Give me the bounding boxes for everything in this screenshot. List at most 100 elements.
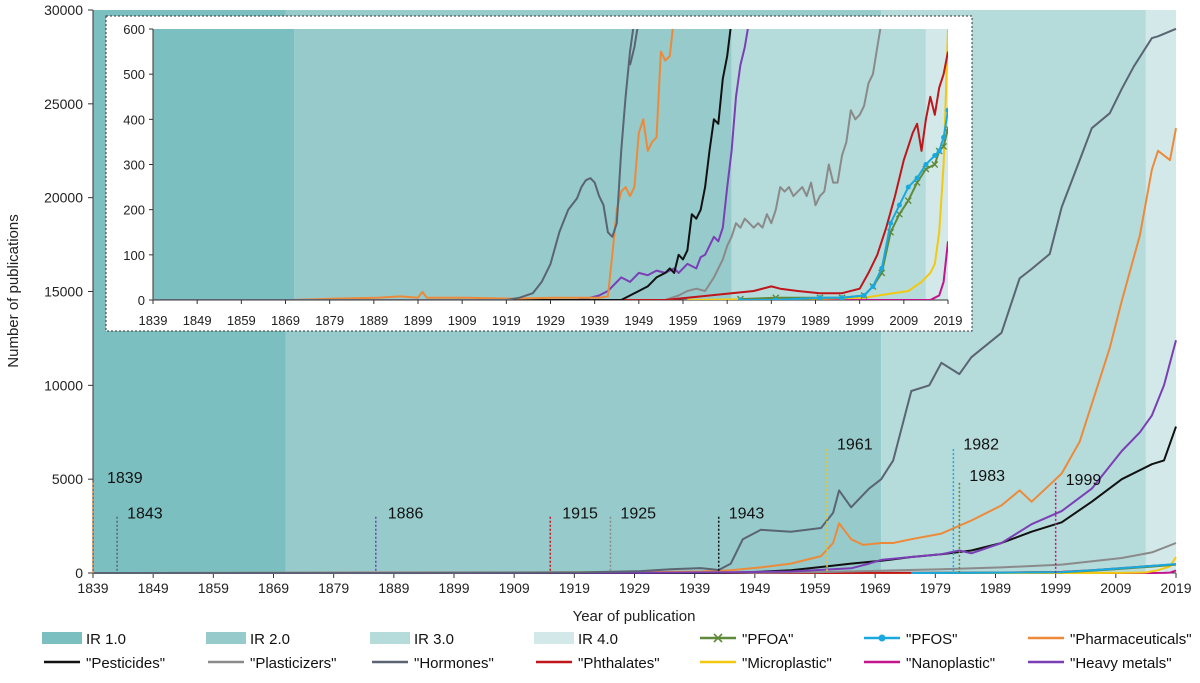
legend-swatch-ir1 xyxy=(42,632,82,644)
legend-item-phthalates: "Phthalates" xyxy=(536,655,660,672)
inset-marker-pfos xyxy=(932,152,938,158)
legend-item-nanoplastic: "Nanoplastic" xyxy=(864,655,995,672)
legend-label: "PFOA" xyxy=(742,631,794,648)
x-tick-label: 1949 xyxy=(739,580,770,596)
legend-label: "Microplastic" xyxy=(742,655,832,672)
era-band-ir4 xyxy=(1145,10,1176,573)
legend-item-microplastic: "Microplastic" xyxy=(700,655,832,672)
annotation-year-1961: 1961 xyxy=(837,436,873,453)
legend-marker-dot xyxy=(878,634,886,642)
inset-x-tick-label: 1979 xyxy=(757,313,786,328)
x-tick-label: 1879 xyxy=(318,580,349,596)
legend-label: "PFOS" xyxy=(906,631,958,648)
legend-label: "Phthalates" xyxy=(578,655,660,672)
legend-label: "Plasticizers" xyxy=(250,655,337,672)
legend-item-ir4: IR 4.0 xyxy=(534,631,618,648)
annotation-year-1983: 1983 xyxy=(969,468,1005,485)
y-tick-label: 15000 xyxy=(44,284,83,300)
annotation-year-1839: 1839 xyxy=(107,470,143,487)
annotation-year-1943: 1943 xyxy=(729,506,765,523)
inset-marker-pfos xyxy=(923,162,929,167)
legend-label: "Pesticides" xyxy=(86,655,165,672)
inset-chart: 1839 1849 1859 1869 1879 1889 1899 1909 1919 1929… xyxy=(105,15,973,332)
y-tick-label: 10000 xyxy=(44,377,83,393)
x-tick-label: 1839 xyxy=(77,580,108,596)
inset-marker-pfos xyxy=(896,202,902,208)
series-line-pharmaceuticals xyxy=(92,128,1177,574)
inset-marker-pfos xyxy=(888,220,894,226)
x-tick-label: 1989 xyxy=(980,580,1011,596)
inset-x-tick-label: 1879 xyxy=(315,313,344,328)
x-tick-label: 2009 xyxy=(1100,580,1131,596)
x-tick-label: 1909 xyxy=(499,580,530,596)
legend-item-ir2: IR 2.0 xyxy=(206,631,290,648)
inset-x-tick-label: 1949 xyxy=(624,313,653,328)
annotation-year-1925: 1925 xyxy=(620,506,656,523)
inset-x-tick-label: 1929 xyxy=(536,313,565,328)
inset-x-tick-label: 1899 xyxy=(404,313,433,328)
legend-swatch-ir3 xyxy=(370,632,410,644)
inset-series-line-heavy_metals xyxy=(153,29,749,300)
inset-x-tick-label: 1969 xyxy=(713,313,742,328)
legend-label: IR 1.0 xyxy=(86,631,126,648)
x-tick-label: 1969 xyxy=(860,580,891,596)
inset-axes: 1839 1849 1859 1869 1879 1889 1899 1909 1919 1929… xyxy=(123,22,962,328)
y-tick-label: 20000 xyxy=(44,190,83,206)
inset-marker-pfos xyxy=(936,148,942,154)
inset-y-tick-label: 100 xyxy=(123,248,145,263)
inset-marker-pfos xyxy=(941,134,947,140)
series-line-heavy_metals xyxy=(92,340,1177,574)
inset-x-tick-label: 1959 xyxy=(669,313,698,328)
inset-y-tick-label: 200 xyxy=(123,203,145,218)
inset-x-tick-label: 1999 xyxy=(845,313,874,328)
inset-era-band-ir4 xyxy=(925,29,948,300)
x-tick-label: 1959 xyxy=(799,580,830,596)
legend-item-pfos: "PFOS" xyxy=(864,631,958,648)
y-tick-label: 5000 xyxy=(52,471,83,487)
x-tick-label: 1869 xyxy=(258,580,289,596)
x-tick-label: 1919 xyxy=(559,580,590,596)
inset-x-tick-label: 2009 xyxy=(889,313,918,328)
legend: IR 1.0 IR 2.0 IR 3.0 IR 4.0 "PFOA" "PFOS" "Pha… xyxy=(42,631,1192,672)
annotation-year-1999: 1999 xyxy=(1066,472,1102,489)
x-tick-label: 1899 xyxy=(438,580,469,596)
inset-series-line-nanoplastic xyxy=(819,241,948,300)
inset-x-tick-label: 1859 xyxy=(227,313,256,328)
legend-item-ir3: IR 3.0 xyxy=(370,631,454,648)
inset-y-tick-label: 0 xyxy=(138,293,145,308)
x-axis-label: Year of publication xyxy=(573,608,696,625)
inset-y-tick-label: 500 xyxy=(123,67,145,82)
annotation-year-1843: 1843 xyxy=(127,506,163,523)
series-line-pfos xyxy=(911,563,1177,574)
legend-label: "Hormones" xyxy=(414,655,494,672)
inset-marker-pfos xyxy=(861,292,867,298)
inset-series-line-phthalates xyxy=(153,51,948,300)
legend-swatch-ir4 xyxy=(534,632,574,644)
legend-item-pesticides: "Pesticides" xyxy=(44,655,165,672)
y-tick-label: 0 xyxy=(75,565,83,581)
inset-marker-pfos xyxy=(817,295,823,300)
inset-x-tick-label: 1939 xyxy=(580,313,609,328)
x-tick-label: 1849 xyxy=(138,580,169,596)
legend-item-ir1: IR 1.0 xyxy=(42,631,126,648)
inset-x-tick-label: 1989 xyxy=(801,313,830,328)
inset-marker-pfos xyxy=(737,297,743,300)
inset-marker-pfos xyxy=(945,107,948,113)
main-series xyxy=(92,27,1177,574)
inset-marker-pfos xyxy=(879,265,885,271)
inset-marker-pfos xyxy=(870,283,876,289)
inset-x-tick-label: 1919 xyxy=(492,313,521,328)
inset-x-tick-label: 1889 xyxy=(359,313,388,328)
inset-series-line-hormones xyxy=(153,29,635,300)
x-tick-label: 1859 xyxy=(198,580,229,596)
legend-label: "Heavy metals" xyxy=(1070,655,1172,672)
legend-item-hormones: "Hormones" xyxy=(372,655,494,672)
x-tick-label: 1999 xyxy=(1040,580,1071,596)
year-annotations: 1839 1843 1886 1915 1925 1943 1961 1982 1983 1999 xyxy=(92,436,1102,573)
inset-x-tick-label: 1869 xyxy=(271,313,300,328)
inset-marker-pfoa xyxy=(904,197,912,205)
inset-marker-pfoa xyxy=(895,210,903,218)
legend-label: "Nanoplastic" xyxy=(906,655,995,672)
legend-item-heavy_metals: "Heavy metals" xyxy=(1028,655,1172,672)
